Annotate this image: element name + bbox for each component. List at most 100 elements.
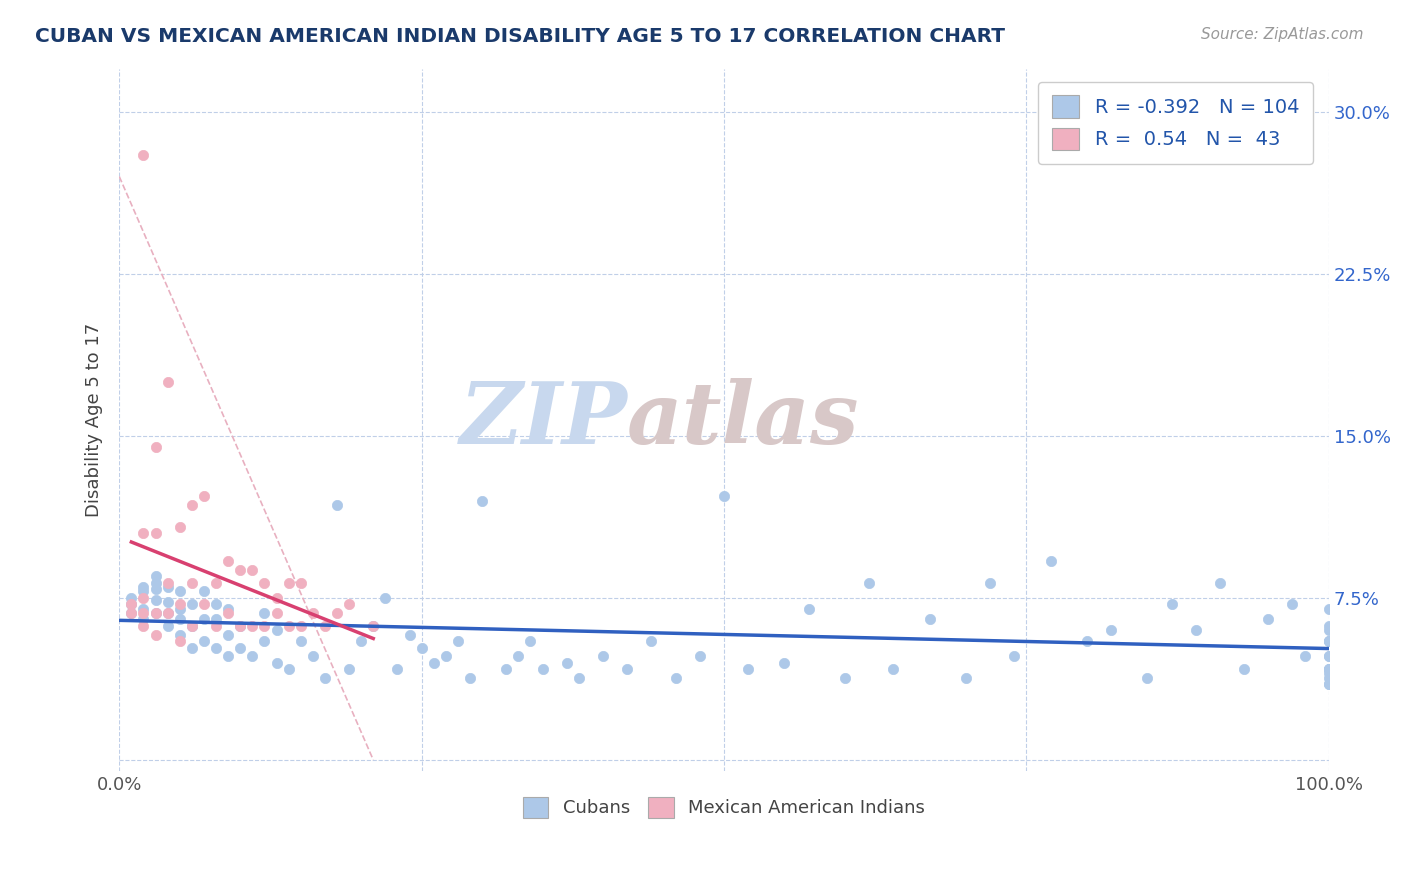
Point: [1317, 634, 1340, 648]
Point: [1099, 624, 1122, 638]
Point: [132, 601, 155, 615]
Point: [1317, 624, 1340, 638]
Point: [1317, 677, 1340, 691]
Point: [193, 489, 215, 503]
Text: CUBAN VS MEXICAN AMERICAN INDIAN DISABILITY AGE 5 TO 17 CORRELATION CHART: CUBAN VS MEXICAN AMERICAN INDIAN DISABIL…: [35, 27, 1005, 45]
Point: [253, 634, 276, 648]
Point: [120, 606, 142, 620]
Point: [519, 634, 541, 648]
Point: [205, 612, 228, 626]
Point: [217, 649, 239, 664]
Point: [797, 601, 820, 615]
Point: [1317, 634, 1340, 648]
Point: [145, 606, 167, 620]
Point: [301, 606, 323, 620]
Legend: Cubans, Mexican American Indians: Cubans, Mexican American Indians: [516, 789, 932, 825]
Point: [145, 440, 167, 454]
Point: [689, 649, 711, 664]
Point: [918, 612, 941, 626]
Point: [217, 606, 239, 620]
Point: [240, 649, 263, 664]
Point: [1317, 666, 1340, 681]
Point: [229, 619, 252, 633]
Point: [1184, 624, 1206, 638]
Point: [361, 619, 384, 633]
Point: [266, 624, 288, 638]
Point: [180, 575, 202, 590]
Point: [205, 640, 228, 655]
Point: [193, 598, 215, 612]
Point: [568, 671, 591, 685]
Point: [169, 634, 191, 648]
Point: [145, 575, 167, 590]
Point: [387, 662, 409, 676]
Point: [1160, 598, 1182, 612]
Point: [1317, 619, 1340, 633]
Text: Source: ZipAtlas.com: Source: ZipAtlas.com: [1201, 27, 1364, 42]
Point: [180, 498, 202, 512]
Point: [145, 593, 167, 607]
Point: [156, 375, 179, 389]
Point: [193, 634, 215, 648]
Point: [1317, 662, 1340, 676]
Point: [156, 619, 179, 633]
Point: [374, 591, 396, 605]
Point: [156, 595, 179, 609]
Point: [495, 662, 517, 676]
Point: [145, 582, 167, 597]
Point: [180, 619, 202, 633]
Point: [301, 649, 323, 664]
Point: [1294, 649, 1316, 664]
Point: [858, 575, 880, 590]
Point: [156, 575, 179, 590]
Point: [169, 584, 191, 599]
Point: [240, 619, 263, 633]
Point: [1233, 662, 1256, 676]
Point: [773, 656, 796, 670]
Y-axis label: Disability Age 5 to 17: Disability Age 5 to 17: [86, 323, 103, 516]
Point: [145, 526, 167, 541]
Point: [132, 619, 155, 633]
Point: [616, 662, 638, 676]
Point: [132, 591, 155, 605]
Point: [132, 606, 155, 620]
Point: [120, 606, 142, 620]
Point: [205, 619, 228, 633]
Point: [447, 634, 470, 648]
Point: [156, 606, 179, 620]
Point: [458, 671, 481, 685]
Point: [508, 649, 530, 664]
Point: [145, 569, 167, 583]
Point: [1317, 649, 1340, 664]
Point: [361, 619, 384, 633]
Point: [1317, 601, 1340, 615]
Point: [1317, 677, 1340, 691]
Point: [350, 634, 373, 648]
Point: [326, 606, 349, 620]
Point: [169, 612, 191, 626]
Point: [229, 640, 252, 655]
Point: [229, 619, 252, 633]
Point: [180, 619, 202, 633]
Point: [240, 563, 263, 577]
Point: [266, 606, 288, 620]
Point: [169, 598, 191, 612]
Point: [132, 580, 155, 594]
Point: [326, 498, 349, 512]
Point: [422, 656, 444, 670]
Point: [1209, 575, 1232, 590]
Point: [253, 606, 276, 620]
Point: [979, 575, 1001, 590]
Point: [253, 575, 276, 590]
Point: [640, 634, 662, 648]
Point: [290, 619, 312, 633]
Point: [1317, 671, 1340, 685]
Point: [1076, 634, 1098, 648]
Point: [266, 591, 288, 605]
Point: [834, 671, 856, 685]
Point: [531, 662, 554, 676]
Point: [314, 619, 336, 633]
Point: [156, 580, 179, 594]
Point: [253, 619, 276, 633]
Point: [217, 601, 239, 615]
